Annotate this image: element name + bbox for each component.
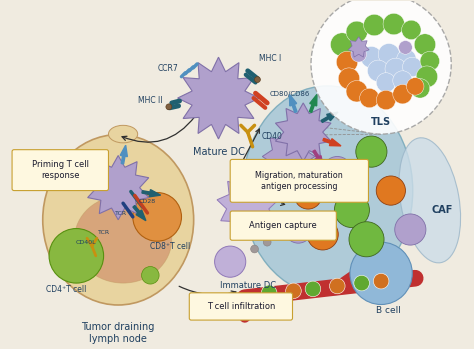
Circle shape	[397, 49, 416, 69]
Circle shape	[286, 283, 301, 299]
FancyBboxPatch shape	[230, 211, 337, 240]
Circle shape	[393, 84, 412, 104]
Text: CAF: CAF	[432, 205, 453, 215]
Circle shape	[338, 68, 360, 89]
FancyArrow shape	[97, 150, 107, 167]
Circle shape	[420, 51, 439, 71]
FancyArrow shape	[142, 190, 161, 197]
Circle shape	[329, 278, 345, 294]
Circle shape	[367, 60, 389, 82]
Polygon shape	[275, 103, 331, 161]
Circle shape	[294, 182, 322, 209]
Circle shape	[414, 34, 436, 55]
Circle shape	[410, 79, 430, 98]
Text: CD40L: CD40L	[76, 240, 96, 245]
Text: TCR: TCR	[115, 211, 127, 216]
Polygon shape	[88, 156, 149, 220]
FancyBboxPatch shape	[230, 159, 368, 202]
Circle shape	[251, 245, 258, 253]
FancyBboxPatch shape	[189, 293, 292, 320]
Text: CD28: CD28	[139, 199, 156, 204]
Text: Priming T cell
response: Priming T cell response	[32, 160, 89, 180]
Circle shape	[395, 214, 426, 245]
FancyArrow shape	[323, 138, 341, 146]
Text: B cell: B cell	[376, 306, 401, 315]
Circle shape	[305, 281, 321, 297]
Ellipse shape	[242, 86, 413, 295]
Circle shape	[346, 81, 367, 102]
Circle shape	[361, 46, 382, 68]
Ellipse shape	[399, 138, 461, 263]
FancyArrow shape	[120, 145, 128, 164]
Ellipse shape	[74, 195, 172, 283]
Polygon shape	[262, 130, 315, 183]
Text: Antigen capture: Antigen capture	[249, 221, 317, 230]
Text: CD80/CD86: CD80/CD86	[269, 91, 310, 97]
Circle shape	[261, 285, 277, 300]
Ellipse shape	[43, 135, 194, 305]
Circle shape	[401, 20, 421, 40]
Circle shape	[330, 33, 354, 56]
Circle shape	[354, 275, 369, 291]
Text: Mature DC: Mature DC	[192, 147, 245, 157]
Circle shape	[311, 0, 451, 134]
Circle shape	[385, 58, 406, 80]
FancyArrow shape	[313, 150, 323, 167]
Polygon shape	[178, 57, 259, 139]
Circle shape	[383, 13, 404, 35]
FancyArrow shape	[321, 112, 338, 122]
Text: Migration, maturation
antigen processing: Migration, maturation antigen processing	[255, 171, 343, 191]
Text: CCR7: CCR7	[157, 64, 178, 73]
Circle shape	[334, 193, 369, 228]
Circle shape	[263, 238, 271, 246]
Circle shape	[166, 104, 172, 110]
Circle shape	[346, 21, 367, 43]
Ellipse shape	[109, 125, 137, 143]
Text: Immature DC: Immature DC	[219, 281, 276, 290]
Text: TCR: TCR	[98, 230, 109, 235]
Circle shape	[142, 267, 159, 284]
Circle shape	[323, 156, 352, 186]
Text: CD4⁺T cell: CD4⁺T cell	[46, 285, 87, 294]
Circle shape	[364, 14, 385, 36]
FancyArrow shape	[133, 206, 146, 221]
Circle shape	[360, 88, 379, 108]
FancyArrow shape	[310, 95, 317, 112]
Circle shape	[406, 77, 424, 95]
Text: Tumor draining
lymph node: Tumor draining lymph node	[82, 322, 155, 344]
Circle shape	[376, 73, 396, 92]
Circle shape	[285, 216, 312, 243]
FancyArrow shape	[290, 95, 297, 112]
Circle shape	[356, 136, 387, 167]
Circle shape	[133, 193, 182, 241]
Circle shape	[399, 40, 412, 54]
Circle shape	[402, 57, 422, 77]
Polygon shape	[348, 37, 369, 57]
Circle shape	[374, 273, 389, 289]
Circle shape	[376, 90, 396, 110]
Circle shape	[376, 176, 405, 205]
Text: CD40: CD40	[261, 132, 282, 141]
Circle shape	[416, 66, 438, 87]
Circle shape	[349, 222, 384, 257]
Circle shape	[255, 77, 260, 82]
FancyBboxPatch shape	[12, 150, 109, 191]
Circle shape	[378, 44, 400, 65]
Circle shape	[257, 221, 265, 229]
Text: MHC I: MHC I	[259, 54, 282, 63]
Polygon shape	[217, 174, 278, 235]
Circle shape	[307, 219, 338, 250]
Text: MHC II: MHC II	[138, 96, 163, 105]
Text: CD8⁺T cell: CD8⁺T cell	[150, 242, 190, 251]
Circle shape	[350, 242, 412, 305]
Text: T cell infiltration: T cell infiltration	[207, 302, 275, 311]
Circle shape	[337, 51, 358, 73]
Circle shape	[49, 229, 104, 283]
Circle shape	[351, 46, 366, 62]
Text: TLS: TLS	[371, 117, 391, 127]
Circle shape	[393, 71, 412, 90]
Circle shape	[215, 246, 246, 277]
